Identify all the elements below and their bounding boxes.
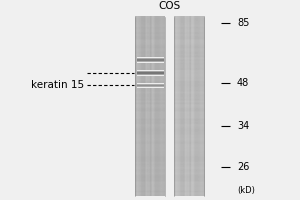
Text: 26: 26 [237, 162, 249, 172]
Text: 85: 85 [237, 18, 249, 28]
Text: (kD): (kD) [237, 186, 255, 195]
Text: COS: COS [158, 1, 181, 11]
Text: 34: 34 [237, 121, 249, 131]
Text: 48: 48 [237, 78, 249, 88]
Text: keratin 15: keratin 15 [31, 80, 84, 90]
